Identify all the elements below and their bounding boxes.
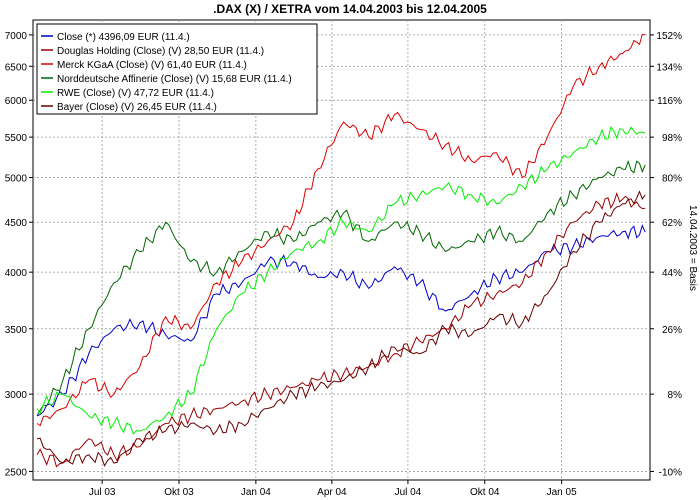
y-left-tick-label: 7000 <box>5 31 28 42</box>
y-left-tick-label: 3500 <box>5 325 28 336</box>
x-tick-label: Jan 05 <box>547 487 577 498</box>
series-group <box>36 33 646 468</box>
y-right-tick-label: 26% <box>662 325 682 336</box>
y-right-tick-label: 152% <box>656 31 682 42</box>
legend: Close (*) 4396,09 EUR (11.4.) Douglas Hol… <box>36 23 318 115</box>
right-axis-label: 14.04.2003 = Basis <box>687 205 698 291</box>
y-left-tick-label: 5000 <box>5 174 28 185</box>
y-right-tick-label: 62% <box>662 218 682 229</box>
legend-entry: Merck KGaA (Close) (V) 61,40 EUR (11.4.) <box>57 60 247 71</box>
y-left-tick-label: 6000 <box>5 96 28 107</box>
x-tick-label: Jan 04 <box>241 487 271 498</box>
x-tick-label: Okt 03 <box>164 487 194 498</box>
legend-entry: Douglas Holding (Close) (V) 28,50 EUR (1… <box>57 46 264 57</box>
y-right-tick-label: 98% <box>662 133 682 144</box>
y-left-tick-label: 4000 <box>5 268 28 279</box>
chart-title: .DAX (X) / XETRA vom 14.04.2003 bis 12.0… <box>213 2 487 16</box>
y-right-tick-label: 44% <box>662 268 682 279</box>
grid <box>33 20 650 480</box>
series-line <box>36 33 646 427</box>
series-line <box>36 125 646 435</box>
x-tick-label: Apr 04 <box>317 487 347 498</box>
y-right-tick-label: 8% <box>668 390 683 401</box>
y-left-tick-label: 2500 <box>5 467 28 478</box>
series-line <box>36 190 646 467</box>
x-tick-label: Jul 03 <box>89 487 116 498</box>
legend-entry: Bayer (Close) (V) 26,45 EUR (11.4.) <box>57 102 217 113</box>
y-left-tick-label: 6500 <box>5 62 28 73</box>
series-line <box>36 159 646 417</box>
y-left-tick-label: 5500 <box>5 133 28 144</box>
axes: Jul 03 Okt 03 Jan 04 Apr 04 Jul 04 Okt 04 Jan … <box>5 31 682 498</box>
legend-entry: RWE (Close) (V) 47,72 EUR (11.4.) <box>57 88 214 99</box>
x-tick-label: Jul 04 <box>395 487 422 498</box>
legend-entry: Norddeutsche Affinerie (Close) (V) 15,68… <box>57 74 292 85</box>
x-tick-label: Okt 04 <box>470 487 500 498</box>
y-left-tick-label: 3000 <box>5 390 28 401</box>
series-line <box>36 191 646 468</box>
y-right-tick-label: -10% <box>659 467 682 478</box>
y-right-tick-label: 116% <box>657 96 682 107</box>
y-right-tick-label: 80% <box>662 174 682 185</box>
y-right-tick-label: 134% <box>656 62 682 73</box>
legend-box <box>36 23 318 115</box>
legend-entry: Close (*) 4396,09 EUR (11.4.) <box>57 32 190 43</box>
y-left-tick-label: 4500 <box>5 218 28 229</box>
